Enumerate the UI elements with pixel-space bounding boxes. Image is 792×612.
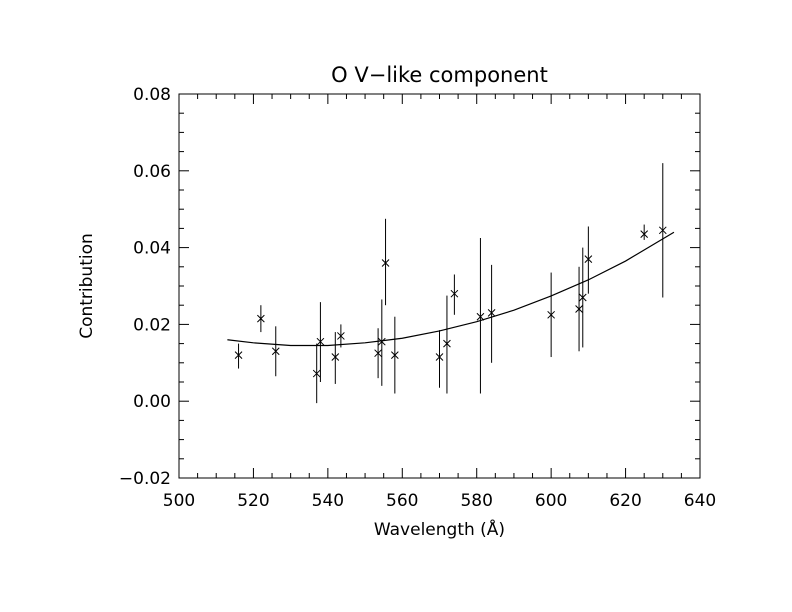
- x-marker-stroke: [547, 310, 555, 319]
- x-marker-stroke: [487, 309, 496, 317]
- plot-frame: [178, 93, 701, 479]
- x-marker-stroke: [316, 337, 325, 346]
- x-tick-label: 560: [386, 491, 418, 511]
- fit-curve-line: [227, 231, 675, 347]
- x-marker-stroke: [337, 332, 345, 340]
- x-axis-label: Wavelength (Å): [374, 518, 505, 540]
- x-marker-stroke: [374, 349, 382, 358]
- x-marker-stroke: [234, 351, 243, 359]
- data-point: [547, 272, 555, 358]
- x-tick-label: 520: [237, 491, 269, 511]
- x-tick-label: 620: [609, 491, 641, 511]
- x-tick-label: 640: [684, 491, 716, 511]
- data-point: [658, 163, 667, 298]
- x-tick-label: 580: [460, 491, 492, 511]
- x-marker-stroke: [443, 339, 451, 348]
- data-point: [271, 326, 280, 377]
- y-axis-label: Contribution: [77, 233, 97, 339]
- data-point: [374, 328, 382, 379]
- x-tick-label: 600: [535, 491, 567, 511]
- x-marker-stroke: [476, 312, 485, 321]
- data-point: [257, 305, 265, 333]
- data-point: [450, 274, 459, 315]
- y-tick-labels: −0.02 0.00 0.02 0.04 0.06 0.08: [119, 85, 171, 489]
- x-marker-stroke: [331, 353, 340, 361]
- data-points-layer: [234, 163, 667, 404]
- x-marker-stroke: [377, 337, 386, 346]
- y-tick-label: 0.02: [133, 315, 171, 335]
- axis-ticks: [178, 93, 701, 479]
- data-point: [390, 316, 399, 394]
- chart-title: O V−like component: [331, 63, 548, 87]
- y-tick-label: 0.04: [133, 239, 171, 259]
- x-marker-stroke: [450, 289, 459, 298]
- x-marker-stroke: [658, 226, 667, 235]
- data-point: [443, 295, 451, 394]
- data-point: [337, 324, 345, 348]
- x-tick-label: 540: [312, 491, 344, 511]
- data-point: [640, 224, 649, 240]
- x-marker-stroke: [257, 314, 265, 323]
- fit-curve-layer: [227, 231, 675, 347]
- data-point: [575, 266, 583, 352]
- x-marker-stroke: [312, 369, 321, 378]
- x-marker-stroke: [435, 353, 444, 361]
- data-point: [381, 218, 390, 306]
- data-point: [584, 226, 593, 294]
- data-point: [331, 332, 340, 384]
- data-point: [377, 299, 386, 386]
- x-marker-stroke: [390, 351, 399, 359]
- data-point: [578, 247, 587, 348]
- x-marker-stroke: [578, 293, 587, 302]
- data-point: [476, 238, 485, 394]
- y-tick-label: 0.06: [133, 162, 171, 182]
- x-marker-stroke: [271, 347, 280, 356]
- y-tick-label: 0.00: [133, 392, 171, 412]
- y-tick-label: −0.02: [119, 469, 171, 489]
- data-point: [312, 343, 321, 404]
- data-point: [487, 264, 496, 363]
- data-point: [234, 343, 243, 369]
- x-marker-stroke: [640, 230, 649, 239]
- x-marker-stroke: [584, 255, 593, 263]
- x-marker-stroke: [381, 259, 390, 267]
- data-point: [435, 330, 444, 388]
- x-tick-labels: 500 520 540 560 580 600 620 640: [163, 491, 716, 511]
- y-tick-label: 0.08: [133, 85, 171, 105]
- x-marker-stroke: [575, 305, 583, 313]
- data-point: [316, 302, 325, 382]
- x-tick-label: 500: [163, 491, 195, 511]
